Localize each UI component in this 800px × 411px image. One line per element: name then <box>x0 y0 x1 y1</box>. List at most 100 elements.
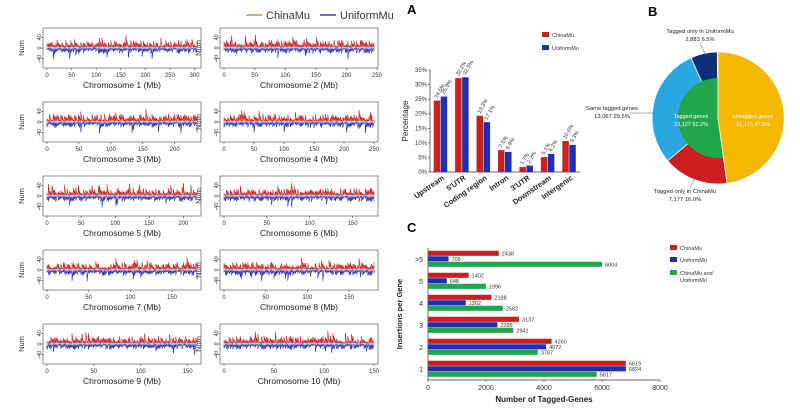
y-tick-label: 0 <box>37 342 43 345</box>
y-tick-label: -40 <box>37 277 43 285</box>
y-tick-label: -40 <box>214 55 220 63</box>
bar-data-label: 1402 <box>472 273 484 279</box>
legend-label: ChinaMu and <box>680 271 713 277</box>
y-axis-title: Insertions per Gene <box>395 279 404 349</box>
chromosome-axis-label: Chromosome 5 (Mb) <box>83 228 161 238</box>
legend-chinamu-label: ChinaMu <box>266 10 310 22</box>
bar-chinamu <box>428 250 499 256</box>
x-tick-label: 250 <box>369 147 380 153</box>
legend-label: UniformMu <box>680 258 707 264</box>
y-tick-label: 40 <box>214 34 220 40</box>
x-tick-label: 150 <box>344 295 355 301</box>
x-tick-label: 50 <box>85 295 92 301</box>
chromosome-axis-label: Chromosome 9 (Mb) <box>83 376 161 386</box>
x-tick-label: 200 <box>341 73 352 79</box>
chromosome-axis-label: Chromosome 4 (Mb) <box>260 154 338 164</box>
chinamu-trace <box>46 257 198 271</box>
bar-uniformmu <box>428 278 447 284</box>
y-tick-label: 0 <box>214 268 220 271</box>
x-axis-title: Number of Tagged-Genes <box>495 395 593 404</box>
x-tick-label: 0 <box>45 147 49 153</box>
bar-chinamu <box>540 157 548 172</box>
uniformmu-trace <box>46 195 198 208</box>
chinamu-trace <box>223 34 375 49</box>
chinamu-only-label: 7,177 16.0% <box>669 197 702 203</box>
bar-data-label: 6.2% <box>548 139 560 153</box>
chromosome-3-panel: -40 0 40 Num 0 50 100 150 200 Chromosome 3 (Mb) <box>17 101 202 164</box>
x-tick-label: 100 <box>106 147 117 153</box>
uniformmu-trace <box>46 47 198 60</box>
y-tick-label: -40 <box>37 55 43 63</box>
x-tick-label: 200 <box>140 73 151 79</box>
bar-uniformmu <box>483 122 491 172</box>
bar-data-label: 5817 <box>600 372 612 378</box>
bar-uniformmu <box>440 96 448 172</box>
x-tick-label: 300 <box>190 73 201 79</box>
legend-uniformmu-label: UniformMu <box>552 46 579 52</box>
x-tick-label: 150 <box>116 73 127 79</box>
chromosome-6-panel: -40 0 40 Num 0 50 100 150 Chromosome 6 (Mb) <box>194 175 379 238</box>
legend-chinamu-label: ChinaMu <box>552 33 574 39</box>
manhattan-panels: -40 0 40 Num 0 50 100 150 200 250 300 Chromosome 1 … <box>17 27 383 386</box>
bar-data-label: 6.9% <box>505 137 517 151</box>
bar-chinamu <box>433 100 441 172</box>
x-tick-label: 50 <box>271 369 278 375</box>
bar-chinamu <box>498 150 505 172</box>
y-tick-label: 0 <box>37 120 43 123</box>
bar-chinamu <box>519 167 526 172</box>
y-tick-label: 40 <box>214 330 220 336</box>
bar-both <box>428 305 503 311</box>
leader-line <box>699 42 707 57</box>
bar-chinamu <box>428 360 626 366</box>
y-axis-label: Num <box>194 336 203 352</box>
bar-data-label: 1996 <box>489 284 501 290</box>
category-label: 5 <box>419 279 423 286</box>
y-axis-label: Num <box>17 40 26 56</box>
y-tick-label: 40 <box>214 108 220 114</box>
chromosome-2-panel: -40 0 40 Num 0 50 100 150 200 250 Chromosome 2 (Mb… <box>194 27 383 90</box>
chromosome-4-panel: -40 0 40 Num 0 50 100 150 200 250 Chromosome 4 (Mb… <box>194 101 380 164</box>
chromosome-1-panel: -40 0 40 Num 0 50 100 150 200 250 300 Chromosome 1 … <box>17 27 202 90</box>
bar-data-label: 2582 <box>506 306 518 312</box>
x-tick-label: 100 <box>91 73 102 79</box>
uniformmu-trace <box>223 195 375 208</box>
chinamu-trace <box>223 109 375 123</box>
y-axis-label: Num <box>17 188 26 204</box>
y-tick-label: -40 <box>37 129 43 137</box>
category-label: 4 <box>419 301 423 308</box>
y-tick-label: 40 <box>37 34 43 40</box>
chromosome-8-panel: -40 0 40 Num 0 50 100 150 Chromosome 8 (Mb) <box>194 249 379 312</box>
y-tick-label: -40 <box>37 203 43 211</box>
bar-both <box>428 327 514 333</box>
y-axis-label: Num <box>194 40 203 56</box>
y-axis-label: Num <box>17 114 26 130</box>
y-tick-label: 0 <box>37 194 43 197</box>
y-tick-label: 40 <box>37 182 43 188</box>
x-tick-label: 0 <box>45 73 49 79</box>
x-tick-label: 0 <box>222 221 226 227</box>
panel-a-label: A <box>407 2 417 17</box>
bar-data-label: 6004 <box>605 262 617 268</box>
category-label: >5 <box>415 257 423 264</box>
y-tick-label: 0 <box>214 120 220 123</box>
chromosome-9-panel: -40 0 40 Num 0 50 100 150 Chromosome 9 (Mb) <box>17 323 202 386</box>
bar-data-label: 1.7% <box>519 152 531 166</box>
tagged-genes-label: 23,127 52.2% <box>674 122 708 128</box>
leader-line <box>689 177 696 189</box>
bar-data-label: 4072 <box>549 345 561 351</box>
uniformmu-trace <box>46 343 198 356</box>
y-tick-label: -40 <box>214 203 220 211</box>
legend-label: ChinaMu <box>680 246 702 252</box>
tagged-genes-label: Tagged genes <box>674 114 709 120</box>
y-tick-label: 30% <box>415 83 428 89</box>
category-label: 2 <box>419 345 423 352</box>
x-tick-label: 100 <box>302 295 313 301</box>
manhattan-legend: ChinaMu UniformMu <box>246 10 394 22</box>
bar-data-label: 2395 <box>500 323 512 329</box>
panel-c-bar-chart: 0 2000 4000 6000 8000 Number of Tagged-Genes I… <box>395 245 713 404</box>
x-tick-label: 150 <box>369 369 380 375</box>
chinamu-trace <box>223 257 375 271</box>
x-tick-label: 100 <box>305 221 316 227</box>
y-tick-label: 0 <box>37 46 43 49</box>
